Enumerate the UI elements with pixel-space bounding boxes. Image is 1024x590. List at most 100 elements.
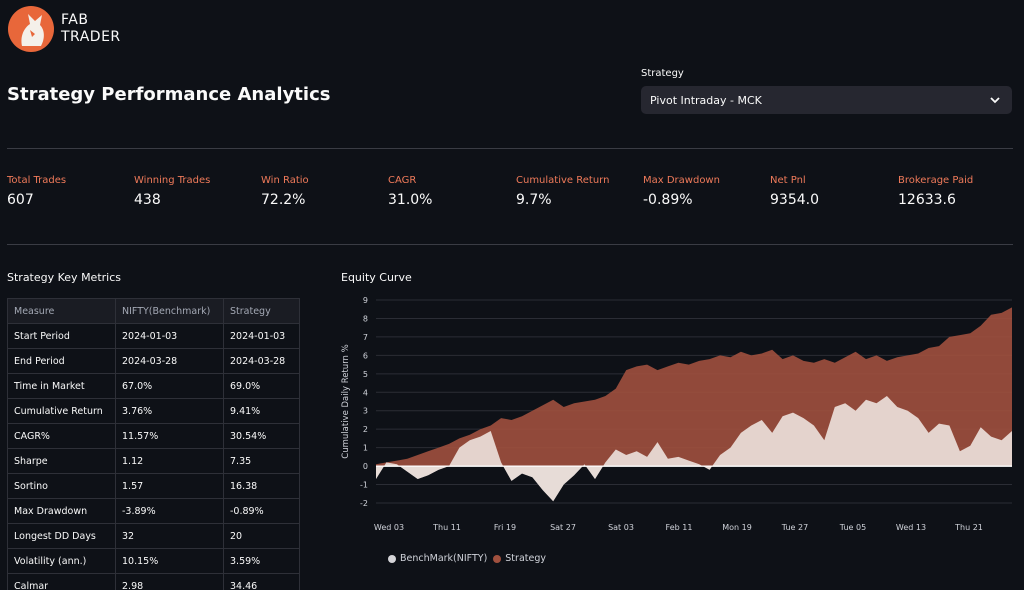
metric-label: Brokerage Paid (898, 175, 974, 186)
metric-value: 12633.6 (898, 192, 956, 208)
table-cell: 2024-03-28 (223, 348, 300, 374)
y-tick-label: -1 (360, 481, 368, 490)
table-cell: Start Period (7, 323, 116, 349)
equity-curve-title: Equity Curve (341, 271, 412, 284)
y-tick-label: -2 (360, 499, 368, 508)
table-cell: Sortino (7, 473, 116, 499)
metric-cumulative-return: Cumulative Return 9.7% (516, 175, 641, 208)
table-cell: 32 (115, 523, 224, 549)
metric-label: Cumulative Return (516, 175, 610, 186)
table-cell: 67.0% (115, 373, 224, 399)
metric-label: Max Drawdown (643, 175, 720, 186)
table-cell: 16.38 (223, 473, 300, 499)
divider-middle (7, 244, 1013, 245)
column-header[interactable]: NIFTY(Benchmark) (115, 298, 224, 324)
table-cell: 11.57% (115, 423, 224, 449)
metric-cagr: CAGR 31.0% (388, 175, 513, 208)
table-row: Start Period 2024-01-03 2024-01-03 (7, 323, 300, 349)
table-row: Max Drawdown -3.89% -0.89% (7, 498, 300, 524)
y-tick-label: 8 (363, 314, 368, 323)
metric-value: 72.2% (261, 192, 306, 208)
y-axis-label: Cumulative Daily Return % (341, 344, 351, 458)
table-row: End Period 2024-03-28 2024-03-28 (7, 348, 300, 374)
table-cell: Volatility (ann.) (7, 548, 116, 574)
table-row: Sharpe 1.12 7.35 (7, 448, 300, 474)
y-tick-label: 7 (363, 333, 368, 342)
key-metrics-table: Measure NIFTY(Benchmark) Strategy Start … (7, 298, 300, 590)
y-tick-label: 4 (363, 388, 368, 397)
brand-logo[interactable]: FAB TRADER (8, 6, 121, 52)
brand-line-2: TRADER (61, 29, 121, 45)
table-cell: 20 (223, 523, 300, 549)
table-cell: 2024-03-28 (115, 348, 224, 374)
metric-brokerage-paid: Brokerage Paid 12633.6 (898, 175, 1023, 208)
x-tick-label: Tue 05 (839, 523, 866, 532)
metric-max-drawdown: Max Drawdown -0.89% (643, 175, 768, 208)
y-tick-label: 3 (363, 407, 368, 416)
metric-value: 607 (7, 192, 34, 208)
y-tick-label: 2 (363, 425, 368, 434)
fox-logo-icon (8, 6, 54, 52)
metric-win-ratio: Win Ratio 72.2% (261, 175, 386, 208)
table-cell: Longest DD Days (7, 523, 116, 549)
metric-value: 438 (134, 192, 161, 208)
table-cell: -0.89% (223, 498, 300, 524)
x-tick-label: Wed 13 (896, 523, 926, 532)
legend-label: Strategy (505, 553, 546, 564)
table-cell: 3.59% (223, 548, 300, 574)
table-header-row: Measure NIFTY(Benchmark) Strategy (7, 298, 300, 324)
table-cell: 34.46 (223, 573, 300, 590)
x-tick-label: Fri 19 (494, 523, 516, 532)
table-cell: Time in Market (7, 373, 116, 399)
equity-curve-svg: -2 -1 0 1 2 3 4 5 6 7 8 9 Wed 03 Thu 11 Fri 19 Sat 27 Sa… (341, 296, 1012, 532)
metric-value: 31.0% (388, 192, 433, 208)
table-cell: Calmar (7, 573, 116, 590)
legend-item-strategy[interactable]: Strategy (493, 553, 546, 564)
table-row: Sortino 1.57 16.38 (7, 473, 300, 499)
strategy-select-label: Strategy (641, 68, 684, 79)
table-cell: CAGR% (7, 423, 116, 449)
table-row: Longest DD Days 32 20 (7, 523, 300, 549)
y-tick-label: 5 (363, 370, 368, 379)
brand-name: FAB TRADER (61, 12, 121, 46)
strategy-select-value: Pivot Intraday - MCK (650, 93, 762, 107)
page-title: Strategy Performance Analytics (7, 84, 331, 105)
table-cell: 3.76% (115, 398, 224, 424)
divider-top (7, 148, 1013, 149)
table-cell: 2024-01-03 (115, 323, 224, 349)
table-cell: 7.35 (223, 448, 300, 474)
x-tick-label: Feb 11 (666, 523, 693, 532)
legend-label: BenchMark(NIFTY) (400, 553, 488, 564)
table-row: Time in Market 67.0% 69.0% (7, 373, 300, 399)
table-cell: 9.41% (223, 398, 300, 424)
table-cell: 1.57 (115, 473, 224, 499)
column-header[interactable]: Measure (7, 298, 116, 324)
x-tick-label: Sat 27 (550, 523, 576, 532)
legend-item-benchmark[interactable]: BenchMark(NIFTY) (388, 553, 487, 564)
chevron-down-icon (990, 97, 1000, 104)
table-cell: Max Drawdown (7, 498, 116, 524)
x-tick-label: Wed 03 (374, 523, 404, 532)
y-tick-label: 9 (363, 296, 368, 305)
table-cell: 1.12 (115, 448, 224, 474)
table-cell: End Period (7, 348, 116, 374)
metric-label: Total Trades (7, 175, 67, 186)
metric-value: -0.89% (643, 192, 693, 208)
x-tick-label: Thu 21 (954, 523, 983, 532)
series-area-benchmark-overlay (376, 396, 1012, 502)
metric-label: Win Ratio (261, 175, 309, 186)
table-row: Calmar 2.98 34.46 (7, 573, 300, 590)
column-header[interactable]: Strategy (223, 298, 300, 324)
strategy-select[interactable]: Pivot Intraday - MCK (641, 86, 1012, 114)
y-tick-label: 0 (363, 462, 368, 471)
metric-value: 9.7% (516, 192, 552, 208)
metric-label: Net Pnl (770, 175, 806, 186)
metric-winning-trades: Winning Trades 438 (134, 175, 259, 208)
metric-value: 9354.0 (770, 192, 819, 208)
table-cell: 30.54% (223, 423, 300, 449)
key-metrics-title: Strategy Key Metrics (7, 271, 121, 284)
x-tick-label: Sat 03 (608, 523, 634, 532)
legend-swatch (388, 554, 396, 563)
y-tick-label: 1 (363, 444, 368, 453)
legend-swatch (493, 554, 502, 563)
